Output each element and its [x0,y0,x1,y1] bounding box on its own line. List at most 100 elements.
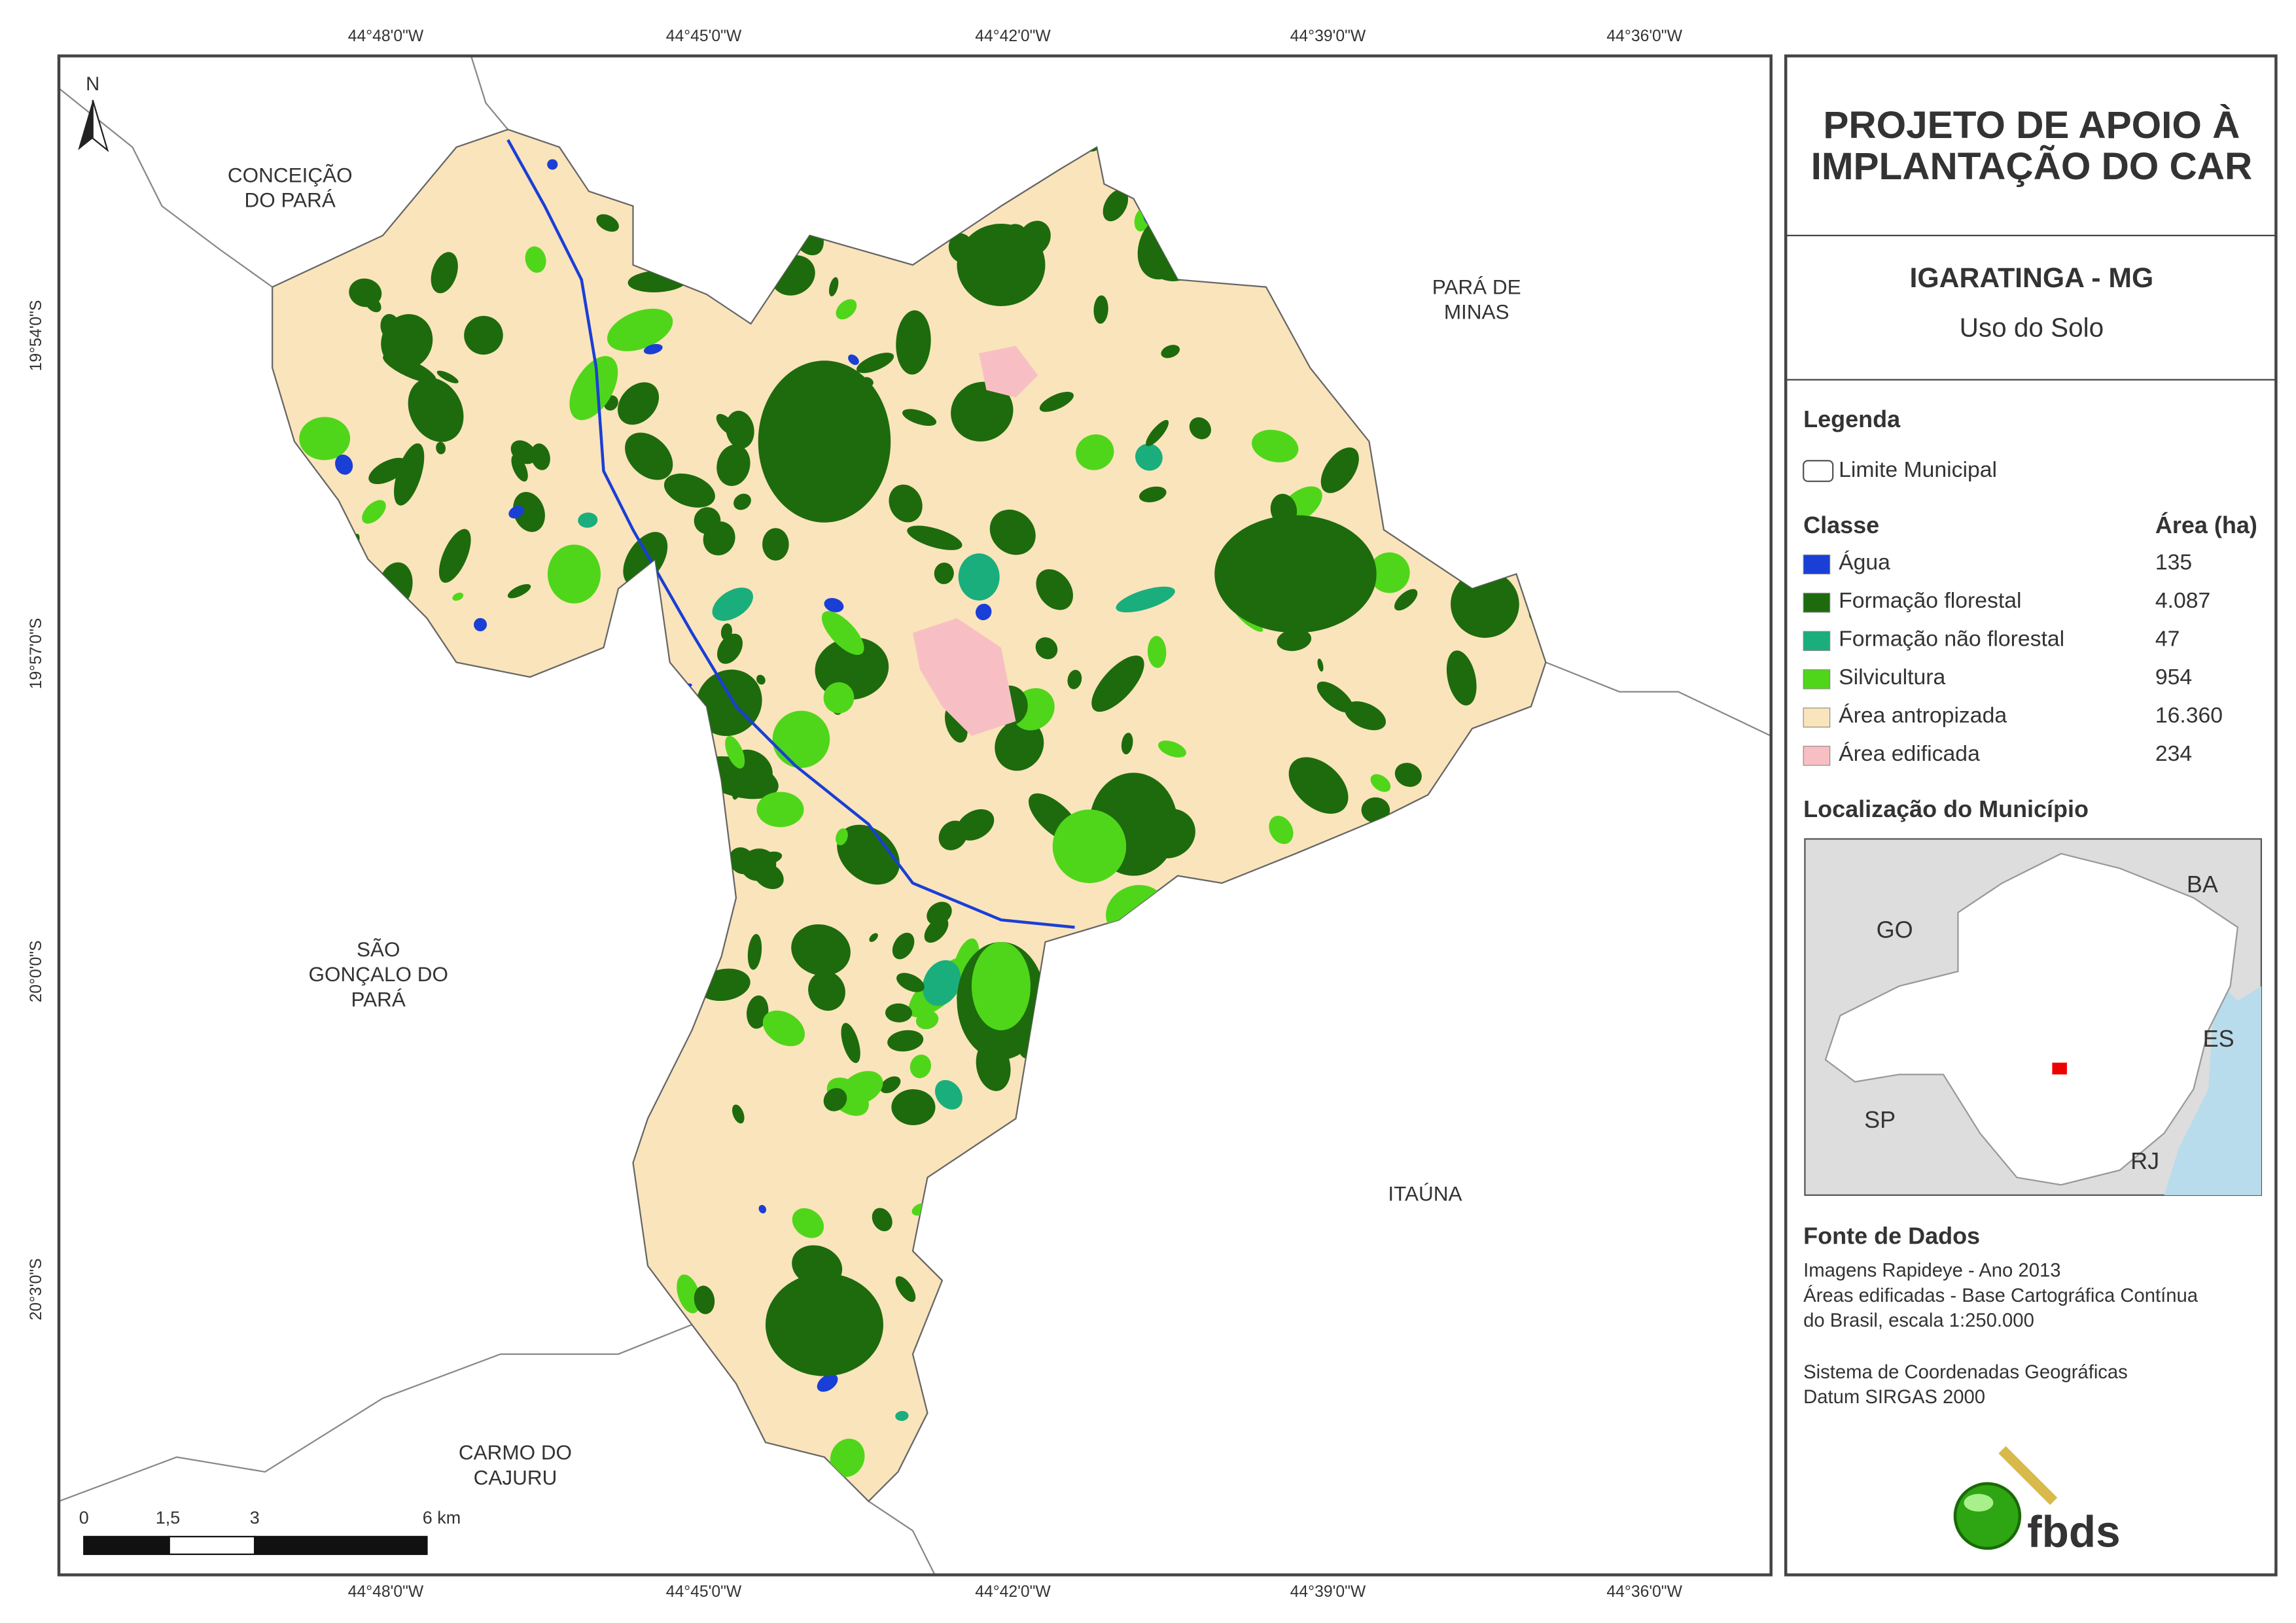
patch [1139,486,1167,502]
scale-bar [168,1535,256,1556]
place-name: ITAÚNA [1388,1181,1462,1205]
patch [1344,471,1353,481]
municipality [272,128,1547,1503]
patch [696,669,762,737]
source-title: Fonte de Dados [1803,1223,1980,1249]
latitude-label: 19°57'0"S [27,618,45,689]
place-name: CARMO DO [459,1440,572,1464]
patch [758,360,891,523]
class-area: 954 [2155,665,2192,689]
patch [971,941,1031,1030]
patch [808,971,845,1011]
theme: Uso do Solo [1960,313,2104,343]
legend-title: Legenda [1803,406,1901,432]
patch [958,553,1000,601]
state-label: RJ [2130,1147,2159,1174]
longitude-label: 44°48'0"W [348,1583,424,1601]
map-frame [57,54,1773,1577]
patch [531,443,550,470]
patch [511,455,528,482]
patch [885,1003,913,1022]
patch [547,544,601,604]
patch [828,277,839,296]
patch [907,525,963,550]
legend-swatch [1803,631,1831,652]
patch [762,528,789,561]
patch [1147,636,1167,669]
patch [717,633,743,664]
longitude-label: 44°45'0"W [666,27,742,45]
location-title: Localização do Município [1803,795,2089,822]
patch [892,932,915,960]
longitude-label: 44°48'0"W [348,27,424,45]
patch [1451,570,1519,638]
patch [694,1285,715,1314]
patch [383,354,436,383]
patch [547,159,558,170]
patch [299,417,351,461]
patch [625,432,673,480]
inset-map [1804,838,2263,1196]
patch [1394,763,1422,787]
place-name: CAJURU [474,1465,557,1489]
class-area: 16.360 [2155,703,2223,728]
patch [507,584,531,599]
patch [1369,552,1410,593]
patch [915,1011,939,1030]
place-name: SÃO [357,937,400,961]
patch [756,792,804,828]
patch [1320,447,1359,493]
patch [677,1274,701,1314]
scale-bar [83,1535,170,1556]
patch [895,1276,916,1302]
patch [821,611,864,655]
patch [765,1273,883,1376]
patch [335,454,353,475]
patch [912,618,1016,736]
panel-frame [1784,54,2278,1577]
class-name: Água [1839,550,1890,575]
patch [1103,189,1129,222]
patch [716,444,751,486]
patch [362,500,386,524]
patch [902,409,937,426]
logo-text: fbds [2027,1508,2120,1557]
state-label: ES [2203,1025,2234,1052]
panel-title: IMPLANTAÇÃO DO CAR [1811,145,2253,188]
patch [872,1208,892,1232]
class-name: Formação não florestal [1839,627,2064,652]
patch [957,223,1046,306]
patch [569,356,618,421]
patch [857,353,894,374]
patch [823,1088,847,1111]
patch [510,440,537,464]
neighbor-boundaries [59,56,1771,1575]
patch [841,1022,860,1063]
patch [732,1104,745,1124]
place-name: PARÁ [351,987,406,1011]
source-line: Datum SIRGAS 2000 [1803,1387,1985,1408]
class-area: 4.087 [2155,588,2210,613]
patch [979,345,1038,398]
patch [720,623,733,640]
patch [951,381,1014,442]
patch [837,824,900,885]
longitude-label: 44°42'0"W [975,27,1051,45]
patch [349,278,382,307]
patch [663,473,715,508]
class-name: Formação florestal [1839,588,2021,613]
patch [830,1439,865,1477]
patch [431,252,458,294]
patch [1067,669,1082,689]
patch [896,310,931,375]
patch [891,1089,936,1126]
patch [934,1079,963,1110]
patch [836,299,857,320]
source-line: do Brasil, escala 1:250.000 [1803,1310,2034,1331]
patch [791,924,851,976]
legend-swatch [1803,707,1831,728]
patch [756,674,766,685]
patch [438,529,471,583]
patch [772,710,830,768]
